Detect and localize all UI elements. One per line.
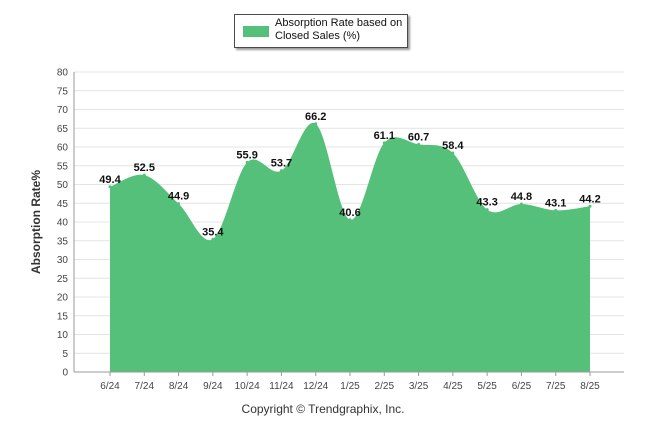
data-point (279, 169, 283, 173)
y-tick-label: 80 (57, 68, 69, 79)
data-label: 53.7 (271, 158, 292, 170)
data-label: 35.4 (202, 226, 224, 238)
series-area (110, 122, 590, 372)
data-point (177, 202, 181, 206)
y-tick-label: 15 (57, 311, 69, 322)
x-tick-label: 1/25 (340, 381, 360, 392)
data-label: 61.1 (374, 130, 395, 142)
y-tick-label: 35 (57, 236, 69, 247)
x-tick-label: 4/25 (443, 381, 463, 392)
x-tick-label: 6/24 (100, 381, 120, 392)
x-tick-label: 8/25 (580, 381, 600, 392)
data-label: 40.6 (339, 207, 360, 219)
data-point (554, 208, 558, 212)
data-label: 44.9 (168, 191, 189, 203)
data-label: 60.7 (408, 131, 429, 143)
data-label: 43.1 (545, 197, 566, 209)
data-point (314, 122, 318, 126)
chart-legend: Absorption Rate based on Closed Sales (%… (234, 14, 408, 48)
x-tick-label: 2/25 (375, 381, 395, 392)
x-tick-label: 5/25 (477, 381, 497, 392)
y-tick-label: 20 (57, 293, 69, 304)
y-tick-label: 70 (57, 105, 69, 116)
y-tick-label: 75 (57, 86, 69, 97)
data-point (519, 202, 523, 206)
data-point (451, 151, 455, 155)
data-point (108, 185, 112, 189)
y-axis-label: Absorption Rate% (29, 169, 43, 275)
data-label: 44.2 (579, 193, 600, 205)
x-tick-label: 6/25 (512, 381, 532, 392)
data-label: 58.4 (442, 140, 464, 152)
data-label: 44.8 (511, 191, 532, 203)
data-point (211, 237, 215, 241)
y-tick-label: 45 (57, 199, 69, 210)
data-point (588, 204, 592, 208)
x-tick-label: 12/24 (303, 381, 328, 392)
y-tick-label: 65 (57, 124, 69, 135)
y-tick-label: 30 (57, 255, 69, 266)
data-label: 43.3 (476, 197, 497, 209)
y-tick-label: 25 (57, 274, 69, 285)
x-tick-label: 10/24 (235, 381, 260, 392)
data-point (417, 142, 421, 146)
data-label: 66.2 (305, 111, 326, 123)
legend-label: Absorption Rate based on Closed Sales (%… (275, 17, 403, 42)
y-tick-label: 10 (57, 330, 69, 341)
copyright-footer: Copyright © Trendgraphix, Inc. (241, 402, 405, 416)
x-tick-label: 9/24 (203, 381, 223, 392)
y-tick-label: 55 (57, 161, 69, 172)
x-tick-label: 11/24 (269, 381, 294, 392)
x-tick-label: 3/25 (409, 381, 429, 392)
x-tick-label: 7/25 (546, 381, 566, 392)
data-point (142, 173, 146, 177)
x-tick-label: 8/24 (169, 381, 189, 392)
data-label: 55.9 (236, 149, 257, 161)
data-point (348, 218, 352, 222)
x-tick-label: 7/24 (135, 381, 155, 392)
y-tick-label: 50 (57, 180, 69, 191)
y-tick-label: 0 (62, 368, 68, 379)
data-label: 49.4 (99, 174, 121, 186)
data-point (485, 208, 489, 212)
data-label: 52.5 (134, 162, 155, 174)
data-point (382, 141, 386, 145)
y-tick-label: 60 (57, 143, 69, 154)
legend-swatch (243, 26, 269, 37)
y-tick-label: 40 (57, 218, 69, 229)
y-tick-label: 5 (62, 349, 68, 360)
data-point (245, 160, 249, 164)
